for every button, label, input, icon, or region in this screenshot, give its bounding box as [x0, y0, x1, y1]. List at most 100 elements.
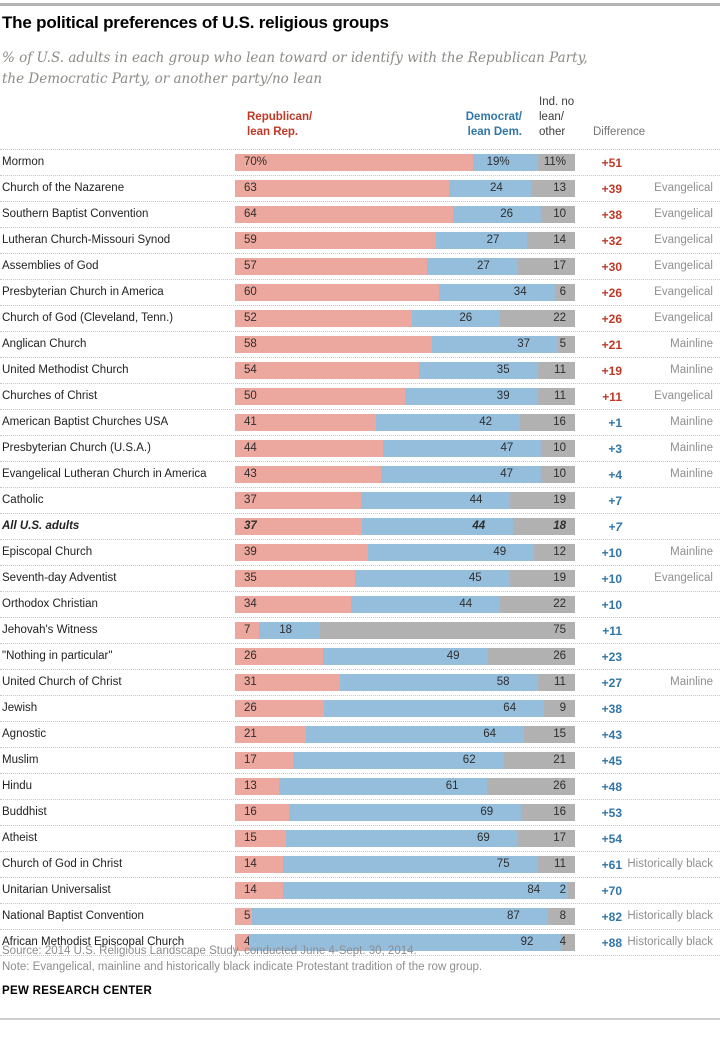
- group-label: Southern Baptist Convention: [2, 208, 149, 220]
- stacked-bar: 14 84 2: [235, 882, 575, 899]
- chart-row: All U.S. adults 37 44 18 +7: [0, 513, 720, 539]
- republican-value: 35: [244, 572, 257, 584]
- democrat-bar-segment: 34: [439, 284, 555, 301]
- group-label: Presbyterian Church in America: [2, 286, 164, 298]
- stacked-bar: 60 34 6: [235, 284, 575, 301]
- independent-value: 11: [554, 676, 566, 688]
- chart-row: United Methodist Church 54 35 11 +19 Mai…: [0, 357, 720, 383]
- group-label: Jehovah's Witness: [2, 624, 98, 636]
- chart-row: Churches of Christ 50 39 11 +11 Evangeli…: [0, 383, 720, 409]
- republican-bar-segment: 64: [235, 206, 453, 223]
- difference-value: +4: [608, 468, 622, 482]
- subtitle-line-1: % of U.S. adults in each group who lean …: [2, 50, 588, 66]
- top-divider: [0, 3, 720, 6]
- independent-value: 19: [553, 494, 566, 506]
- republican-value: 37: [244, 494, 257, 506]
- chart-row: Jehovah's Witness 7 18 75 +11: [0, 617, 720, 643]
- chart-row: Unitarian Universalist 14 84 2 +70: [0, 877, 720, 903]
- democrat-value: 49: [493, 546, 507, 558]
- group-label: All U.S. adults: [2, 520, 80, 532]
- tradition-label: Mainline: [670, 338, 713, 350]
- independent-bar-segment: 10: [541, 440, 575, 457]
- republican-value: 43: [244, 468, 257, 480]
- independent-bar-segment: 75: [319, 622, 575, 639]
- republican-bar-segment: 54: [235, 362, 419, 379]
- tradition-label: Mainline: [670, 676, 713, 688]
- independent-bar-segment: 15: [523, 726, 575, 743]
- independent-value: 26: [553, 780, 566, 792]
- chart-row: Seventh-day Adventist 35 45 19 +10 Evang…: [0, 565, 720, 591]
- tradition-label: Evangelical: [654, 572, 713, 584]
- stacked-bar: 43 47 10: [235, 466, 575, 483]
- group-label: African Methodist Episcopal Church: [2, 936, 185, 948]
- independent-bar-segment: 2: [560, 882, 575, 899]
- difference-value: +51: [601, 156, 622, 170]
- stacked-bar: 13 61 26: [235, 778, 575, 795]
- democrat-bar-segment: 35: [418, 362, 538, 379]
- independent-value: 10: [553, 208, 566, 220]
- independent-bar-segment: 10: [540, 206, 575, 223]
- chart-row: Assemblies of God 57 27 17 +30 Evangelic…: [0, 253, 720, 279]
- republican-value: 14: [244, 884, 257, 896]
- tradition-label: Mainline: [670, 364, 713, 376]
- independent-bar-segment: 19: [509, 570, 575, 587]
- republican-value: 7: [244, 624, 251, 636]
- difference-value: +11: [602, 624, 622, 638]
- difference-value: +10: [601, 572, 622, 586]
- stacked-bar: 50 39 11: [235, 388, 575, 405]
- stacked-bar: 44 47 10: [235, 440, 575, 457]
- group-label: Seventh-day Adventist: [2, 572, 117, 584]
- republican-value: 26: [244, 702, 257, 714]
- republican-value: 39: [244, 546, 257, 558]
- republican-bar-segment: 17: [235, 752, 293, 769]
- tradition-label: Evangelical: [654, 234, 713, 246]
- group-label: Unitarian Universalist: [2, 884, 111, 896]
- chart-row: Mormon 70% 19% 11% +51: [0, 149, 720, 175]
- difference-value: +21: [601, 338, 622, 352]
- independent-bar-segment: 11: [537, 388, 575, 405]
- independent-value: 18: [553, 520, 566, 532]
- page-title: The political preferences of U.S. religi…: [2, 13, 389, 32]
- tradition-label: Mainline: [670, 546, 713, 558]
- republican-bar-segment: 31: [235, 674, 341, 691]
- democrat-value: 64: [483, 728, 496, 740]
- republican-value: 70%: [244, 156, 268, 168]
- independent-bar-segment: 16: [519, 414, 575, 431]
- difference-value: +53: [601, 806, 622, 820]
- independent-value: 15: [553, 728, 566, 740]
- tradition-label: Historically black: [627, 936, 713, 948]
- stacked-bar: 39 49 12: [235, 544, 575, 561]
- democrat-bar-segment: 44: [362, 518, 514, 535]
- democrat-bar-segment: 87: [252, 908, 548, 925]
- difference-value: +26: [601, 286, 622, 300]
- republican-bar-segment: 39: [235, 544, 368, 561]
- chart-row: Muslim 17 62 21 +45: [0, 747, 720, 773]
- column-header-difference: Difference: [593, 126, 646, 138]
- tradition-label: Evangelical: [654, 286, 713, 298]
- republican-value: 5: [244, 910, 251, 922]
- republican-value: 14: [244, 858, 257, 870]
- group-label: Atheist: [2, 832, 38, 844]
- stacked-bar: 15 69 17: [235, 830, 575, 847]
- independent-bar-segment: 22: [500, 310, 575, 327]
- republican-bar-segment: 41: [235, 414, 376, 431]
- independent-bar-segment: 17: [517, 830, 575, 847]
- independent-value: 19: [553, 572, 566, 584]
- democrat-value: 69: [480, 806, 494, 818]
- democrat-value: 34: [513, 286, 527, 298]
- group-label: Churches of Christ: [2, 390, 98, 402]
- group-label: Church of the Nazarene: [2, 182, 125, 194]
- stacked-bar: 35 45 19: [235, 570, 575, 587]
- chart-row: Atheist 15 69 17 +54: [0, 825, 720, 851]
- democrat-bar-segment: 69: [288, 804, 522, 821]
- group-label: Catholic: [2, 494, 44, 506]
- group-label: Muslim: [2, 754, 39, 766]
- chart-row: American Baptist Churches USA 41 42 16 +…: [0, 409, 720, 435]
- group-label: Lutheran Church-Missouri Synod: [2, 234, 171, 246]
- stacked-bar: 37 44 18: [235, 518, 575, 535]
- democrat-bar-segment: 42: [375, 414, 520, 431]
- group-label: United Church of Christ: [2, 676, 122, 688]
- independent-value: 8: [559, 910, 566, 922]
- column-header-republican: Republican/ lean Rep.: [247, 111, 313, 138]
